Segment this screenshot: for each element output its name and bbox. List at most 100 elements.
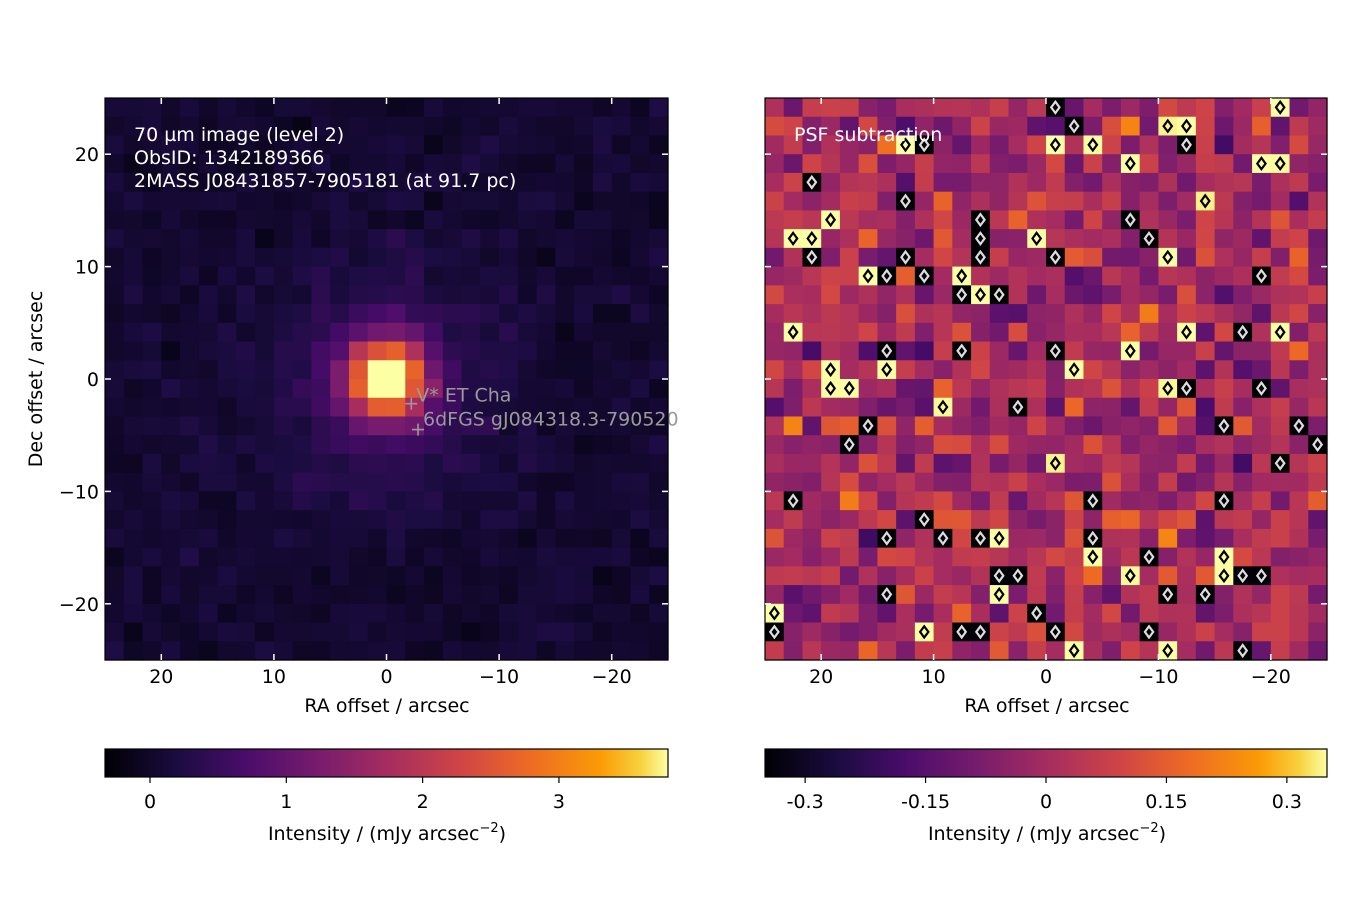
left-heatmap-cell (649, 491, 669, 511)
left-heatmap-cell (311, 172, 331, 193)
right-heatmap-cell (1177, 229, 1197, 249)
left-heatmap-cell (292, 172, 313, 193)
right-heatmap-cell (821, 360, 841, 380)
right-heatmap-cell (1270, 98, 1291, 118)
right-heatmap-cell (877, 528, 897, 549)
left-heatmap-cell (236, 210, 256, 230)
negative-contour (881, 343, 893, 359)
left-heatmap-cell (330, 172, 350, 193)
left-heatmap-cell (161, 98, 181, 118)
left-heatmap-cell (105, 491, 125, 511)
right-heatmap-cell (802, 472, 822, 492)
left-heatmap-cell (292, 547, 313, 567)
left-heatmap-cell (405, 435, 425, 455)
positive-contour (1068, 643, 1080, 659)
right-heatmap-cell (877, 510, 897, 530)
right-heatmap-cell (896, 247, 916, 268)
right-heatmap-cell (839, 603, 860, 624)
left-heatmap-cell (405, 416, 425, 436)
left-heatmap-cell (348, 191, 369, 211)
right-heatmap-cell (1027, 285, 1047, 305)
right-heatmap-cell (877, 154, 897, 174)
positive-contour (900, 137, 911, 153)
right-heatmap-cell (1083, 547, 1103, 567)
right-heatmap-cell (858, 379, 878, 399)
right-heatmap-cell (1027, 397, 1047, 418)
left-heatmap-cell (311, 416, 331, 436)
right-heatmap-cell (1177, 547, 1197, 567)
right-heatmap-cell (1289, 247, 1309, 268)
left-heatmap-cell (442, 397, 463, 418)
y-tick-label: −20 (59, 594, 99, 616)
left-heatmap-cell (424, 453, 444, 474)
left-heatmap-cell (649, 379, 669, 399)
left-heatmap-cell (142, 229, 162, 249)
left-heatmap-cell (592, 491, 613, 511)
left-heatmap-cell (499, 379, 519, 399)
left-heatmap-cell (367, 566, 388, 586)
left-y-axis-label: Dec offset / arcsec (25, 291, 47, 468)
right-heatmap-cell (765, 172, 785, 193)
left-heatmap-cell (292, 154, 313, 174)
right-heatmap-cell (1139, 416, 1159, 436)
left-heatmap-cell (273, 172, 294, 193)
left-heatmap-cell (536, 379, 556, 399)
right-heatmap-cell (839, 379, 860, 399)
right-colorbar-label: Intensity / (mJy arcsec−2) (928, 821, 1166, 845)
right-heatmap-cell (1027, 491, 1047, 511)
left-heatmap-cell (386, 435, 406, 455)
right-heatmap-cell (802, 397, 822, 418)
right-heatmap-cell (1008, 566, 1028, 586)
left-heatmap-cell (292, 191, 313, 211)
left-heatmap-cell (536, 622, 556, 642)
right-heatmap-cell (1064, 98, 1085, 118)
left-heatmap-cell (273, 266, 294, 286)
right-heatmap-cell (765, 135, 785, 155)
left-heatmap-cell (330, 116, 350, 137)
right-heatmap-cell (1158, 172, 1178, 193)
left-heatmap-cell (348, 172, 369, 193)
negative-contour (1218, 418, 1230, 434)
right-heatmap-cell (1195, 547, 1216, 567)
positive-contour (881, 362, 893, 378)
left-heatmap-cell (442, 510, 463, 530)
right-heatmap-cell (839, 435, 860, 455)
left-heatmap-cell (611, 210, 632, 230)
right-heatmap-cell (1308, 622, 1328, 642)
left-heatmap-cell (442, 229, 463, 249)
left-heatmap-cell (105, 116, 125, 137)
right-heatmap-cell (765, 585, 785, 605)
right-heatmap-cell (1102, 98, 1122, 118)
right-heatmap-cell (1139, 172, 1159, 193)
right-heatmap-cell (1252, 98, 1272, 118)
right-heatmap-cell (1064, 116, 1085, 137)
right-heatmap-cell (1308, 341, 1328, 361)
left-heatmap-cell (555, 116, 575, 137)
right-heatmap-cell (1027, 566, 1047, 586)
left-annotation: 70 µm image (level 2)ObsID: 13421893662M… (134, 124, 516, 192)
left-heatmap-cell (198, 304, 219, 324)
right-heatmap-cell (989, 135, 1010, 155)
right-heatmap-cell (1289, 379, 1309, 399)
right-heatmap-cell (989, 98, 1010, 118)
left-heatmap-cell (517, 341, 538, 361)
right-heatmap-cell (933, 510, 953, 530)
positive-contour (1218, 568, 1230, 584)
right-heatmap-cell (1308, 154, 1328, 174)
x-tick-label: 20 (809, 666, 833, 688)
left-heatmap-cell (142, 172, 162, 193)
right-heatmap-cell (1120, 322, 1141, 343)
left-heatmap-cell (424, 472, 444, 492)
right-heatmap-cell (1120, 491, 1141, 511)
right-heatmap-cell (1046, 416, 1066, 436)
right-heatmap-cell (1008, 229, 1028, 249)
right-heatmap-cell (821, 510, 841, 530)
left-heatmap-cell (105, 585, 125, 605)
left-heatmap-cell (517, 435, 538, 455)
left-heatmap-cell (217, 210, 237, 230)
right-heatmap-cell (1195, 379, 1216, 399)
left-heatmap-cell (123, 491, 144, 511)
left-heatmap-cell (630, 116, 650, 137)
left-heatmap-cell (292, 229, 313, 249)
left-heatmap-cell (142, 453, 162, 474)
